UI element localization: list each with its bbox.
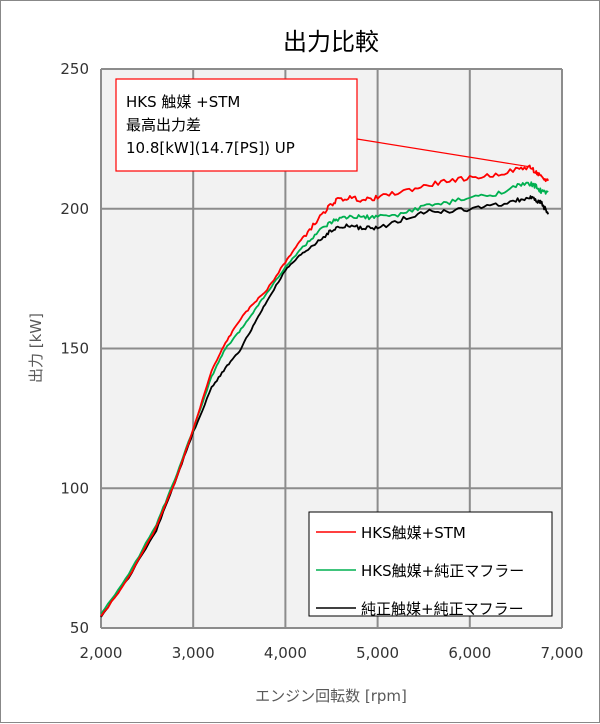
legend-label: HKS触媒+STM: [361, 524, 466, 542]
annotation-border: [115, 78, 358, 172]
annotation-line-3: 10.8[kW](14.7[PS]) UP: [126, 139, 295, 157]
x-tick-label: 5,000: [356, 644, 399, 662]
tick-labels: 2,000 3,000 4,000 5,000 6,000 7,000 50 100 150 20…: [60, 60, 583, 662]
x-tick-label: 2,000: [80, 644, 123, 662]
y-tick-label: 250: [60, 60, 89, 78]
legend-label: 純正触媒+純正マフラー: [361, 600, 524, 618]
y-tick-label: 100: [60, 479, 89, 497]
x-tick-label: 3,000: [172, 644, 215, 662]
x-tick-label: 7,000: [541, 644, 584, 662]
x-axis-label: エンジン回転数 [rpm]: [255, 687, 407, 705]
legend-label: HKS触媒+純正マフラー: [361, 562, 524, 580]
y-tick-label: 200: [60, 200, 89, 218]
legend-box: [308, 511, 553, 617]
y-tick-label: 150: [60, 340, 89, 358]
series-lines: [100, 164, 550, 618]
annotation-leader-line: [356, 138, 530, 168]
annotation-box: HKS 触媒 +STM 最高出力差 10.8[kW](14.7[PS]) UP: [115, 78, 358, 172]
series-line: [100, 181, 549, 615]
x-tick-label: 4,000: [264, 644, 307, 662]
y-tick-label: 50: [70, 619, 89, 637]
series-line: [100, 164, 550, 617]
x-tick-label: 6,000: [448, 644, 491, 662]
chart-title: 出力比較: [283, 28, 379, 56]
annotation-line-1: HKS 触媒 +STM: [126, 93, 240, 111]
annotation-line-2: 最高出力差: [126, 116, 201, 134]
y-axis-label: 出力 [kW]: [27, 313, 45, 383]
series-line: [100, 195, 550, 618]
